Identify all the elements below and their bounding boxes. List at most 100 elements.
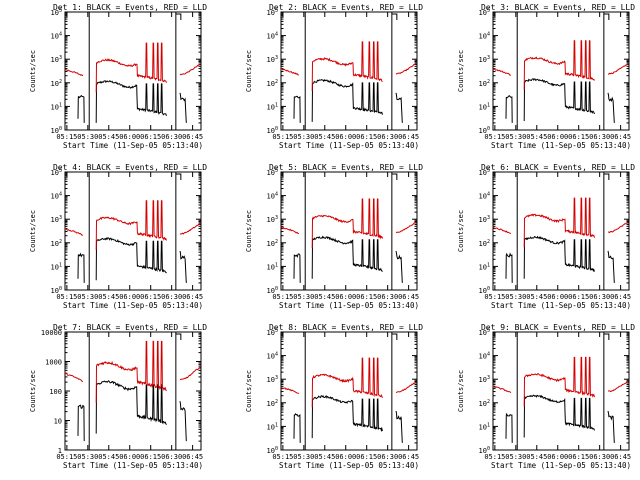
x-tick-label: 06:15 <box>568 293 589 301</box>
x-tick-label: 06:00 <box>547 133 568 141</box>
y-tick-label: 103 <box>479 215 490 224</box>
y-tick-label: 10000 <box>41 329 62 337</box>
y-tick-label: 103 <box>51 215 62 224</box>
x-tick-label: 06:00 <box>119 133 140 141</box>
chart-title: Det 9: BLACK = Events, RED = LLD <box>481 323 635 332</box>
x-tick-label: 05:30 <box>293 133 314 141</box>
plot-frame <box>492 331 630 451</box>
chart-panel-5: Det 5: BLACK = Events, RED = LLD 100 101 10… <box>245 163 423 310</box>
x-axis-label: Start Time (11-Sep-05 05:13:40) <box>491 301 631 310</box>
y-tick-label: 105 <box>479 168 490 177</box>
chart-title: Det 4: BLACK = Events, RED = LLD <box>53 163 207 172</box>
plot-frame <box>64 11 202 131</box>
x-tick-label: 06:30 <box>589 133 610 141</box>
x-tick-label: 05:15 <box>272 453 293 461</box>
chart-panel-6: Det 6: BLACK = Events, RED = LLD 100 101 10… <box>457 163 635 310</box>
y-tick-label: 102 <box>51 239 62 248</box>
x-tick-label: 05:30 <box>77 133 98 141</box>
plot-frame <box>64 331 202 451</box>
y-tick-label: 103 <box>51 55 62 64</box>
y-tick-label: 101 <box>267 262 278 271</box>
y-tick-label: 103 <box>267 215 278 224</box>
x-tick-label: 06:45 <box>182 453 203 461</box>
lld-series-line <box>280 41 417 92</box>
y-tick-label: 102 <box>479 239 490 248</box>
x-axis-label: Start Time (11-Sep-05 05:13:40) <box>63 141 203 150</box>
x-tick-label: 06:15 <box>356 133 377 141</box>
lld-series-line <box>492 197 629 248</box>
y-tick-label: 10 <box>54 418 62 426</box>
x-tick-label: 06:45 <box>610 133 631 141</box>
y-tick-label: 102 <box>267 79 278 88</box>
x-tick-label: 06:30 <box>377 293 398 301</box>
x-tick-label: 05:45 <box>314 293 335 301</box>
y-tick-label: 104 <box>267 32 278 41</box>
x-tick-label: 06:15 <box>140 293 161 301</box>
x-axis-label: Start Time (11-Sep-05 05:13:40) <box>63 301 203 310</box>
x-tick-label: 05:45 <box>526 133 547 141</box>
events-series-line <box>77 80 187 123</box>
x-tick-label: 06:45 <box>398 293 419 301</box>
x-tick-label: 06:45 <box>182 133 203 141</box>
chart-panel-8: Det 8: BLACK = Events, RED = LLD 100 101 10… <box>245 323 423 470</box>
x-tick-label: 06:45 <box>398 133 419 141</box>
x-tick-label: 06:00 <box>335 293 356 301</box>
x-tick-label: 06:45 <box>610 293 631 301</box>
lld-series-line <box>280 198 417 249</box>
y-tick-label: 103 <box>267 375 278 384</box>
x-tick-label: 06:30 <box>161 133 182 141</box>
x-tick-label: 05:45 <box>98 133 119 141</box>
x-tick-label: 06:00 <box>335 133 356 141</box>
x-tick-label: 06:15 <box>140 133 161 141</box>
lld-series-line <box>64 200 201 250</box>
x-tick-label: 05:15 <box>56 293 77 301</box>
plot-frame <box>492 171 630 291</box>
lld-series-line <box>64 340 201 403</box>
y-tick-label: 101 <box>479 102 490 111</box>
plot-frame <box>280 11 418 131</box>
y-tick-label: 101 <box>267 102 278 111</box>
y-tick-label: 103 <box>479 375 490 384</box>
lld-series-line <box>280 357 417 408</box>
y-tick-label: 102 <box>267 399 278 408</box>
y-tick-label: 105 <box>479 328 490 337</box>
y-tick-label: 100 <box>479 126 490 135</box>
x-tick-label: 06:30 <box>161 293 182 301</box>
chart-panel-3: Det 3: BLACK = Events, RED = LLD 100 101 10… <box>457 3 635 150</box>
x-tick-label: 05:30 <box>505 133 526 141</box>
y-tick-label: 102 <box>479 79 490 88</box>
y-axis-label: Counts/sec <box>457 210 465 252</box>
marker-flag <box>175 333 182 340</box>
y-tick-label: 104 <box>51 192 62 201</box>
x-axis-label: Start Time (11-Sep-05 05:13:40) <box>491 141 631 150</box>
x-tick-label: 06:15 <box>356 293 377 301</box>
events-series-line <box>505 394 615 443</box>
x-tick-label: 05:45 <box>526 453 547 461</box>
y-axis-label: Counts/sec <box>457 370 465 412</box>
x-tick-label: 05:15 <box>56 453 77 461</box>
y-axis-label: Counts/sec <box>245 210 253 252</box>
chart-title: Det 2: BLACK = Events, RED = LLD <box>269 3 423 12</box>
y-tick-label: 104 <box>479 352 490 361</box>
y-axis-label: Counts/sec <box>457 50 465 92</box>
y-tick-label: 105 <box>267 328 278 337</box>
x-tick-label: 06:00 <box>119 453 140 461</box>
x-tick-label: 05:30 <box>77 453 98 461</box>
y-tick-label: 104 <box>51 32 62 41</box>
chart-title: Det 8: BLACK = Events, RED = LLD <box>269 323 423 332</box>
y-tick-label: 101 <box>479 262 490 271</box>
y-axis-label: Counts/sec <box>245 50 253 92</box>
x-tick-label: 06:30 <box>377 453 398 461</box>
y-tick-label: 102 <box>51 79 62 88</box>
events-series-line <box>77 237 187 283</box>
x-tick-label: 05:15 <box>56 133 77 141</box>
y-tick-label: 105 <box>267 8 278 17</box>
chart-panel-9: Det 9: BLACK = Events, RED = LLD 100 101 10… <box>457 323 635 470</box>
x-tick-label: 05:45 <box>314 133 335 141</box>
x-tick-label: 05:45 <box>98 453 119 461</box>
x-tick-label: 05:30 <box>293 293 314 301</box>
events-series-line <box>293 395 403 443</box>
y-tick-label: 100 <box>479 446 490 455</box>
y-axis-label: Counts/sec <box>29 210 37 252</box>
